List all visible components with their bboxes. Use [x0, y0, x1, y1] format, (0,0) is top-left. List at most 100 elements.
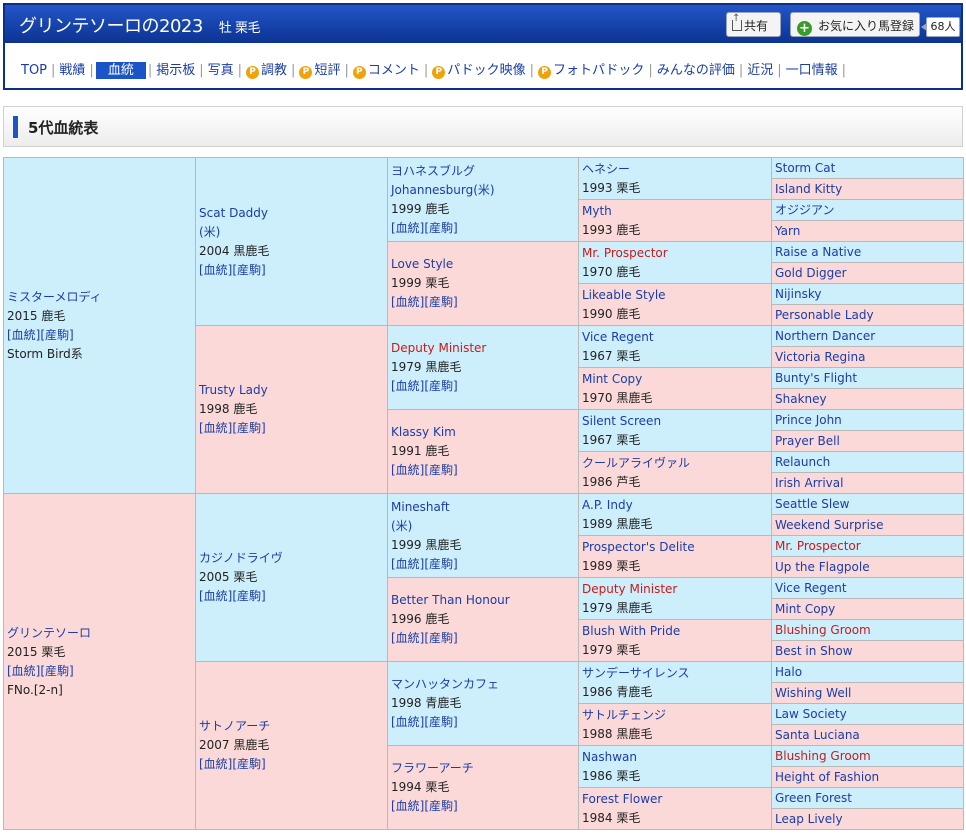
horse-name-link[interactable]: Best in Show	[775, 644, 853, 658]
horse-name-link[interactable]: Better Than Honour	[391, 593, 510, 607]
favorite-button[interactable]: + お気に入り馬登録	[790, 12, 920, 37]
horse-name-link[interactable]: Law Society	[775, 707, 847, 721]
horse-name-link[interactable]: A.P. Indy	[582, 497, 633, 512]
horse-name-link[interactable]: ミスターメロディ	[7, 289, 102, 304]
horse-name-link[interactable]: フラワーアーチ	[391, 761, 474, 775]
tab-comment[interactable]: P コメント	[349, 63, 424, 79]
pedigree-links[interactable]: [血統][産駒]	[7, 663, 74, 678]
horse-info: 1970 鹿毛	[582, 264, 641, 279]
horse-name-link[interactable]: Mr. Prospector	[582, 245, 668, 260]
horse-name-link[interactable]: Scat Daddy	[199, 205, 269, 220]
horse-name-link[interactable]: Irish Arrival	[775, 476, 844, 490]
horse-name-link[interactable]: Nashwan	[582, 749, 637, 764]
horse-name-link[interactable]: ヘネシー	[582, 161, 631, 176]
horse-name-link[interactable]: グリンテソーロ	[7, 625, 92, 640]
horse-name-link[interactable]: サンデーサイレンス	[582, 665, 690, 680]
horse-name-link[interactable]: カジノドライヴ	[199, 551, 283, 565]
horse-name-link[interactable]: Halo	[775, 665, 803, 679]
horse-origin[interactable]: Johannesburg(米)	[391, 182, 495, 197]
horse-name-link[interactable]: Myth	[582, 203, 612, 218]
horse-name-link[interactable]: Deputy Minister	[582, 581, 678, 596]
pedigree-cell-gen5: Blushing Groom	[771, 745, 964, 767]
pedigree-links[interactable]: [血統][産駒]	[391, 220, 458, 235]
tab-ratings[interactable]: みんなの評価	[656, 63, 735, 78]
horse-name-link[interactable]: Shakney	[775, 392, 827, 406]
horse-name-link[interactable]: Blushing Groom	[775, 623, 871, 637]
pedigree-links[interactable]: [血統][産駒]	[199, 421, 266, 435]
tab-training[interactable]: P 調教	[242, 63, 291, 79]
tab-photo-paddock[interactable]: P フォトパドック	[534, 63, 648, 79]
horse-name-link[interactable]: Wishing Well	[775, 686, 852, 700]
horse-info: 1979 栗毛	[582, 642, 641, 657]
pedigree-links[interactable]: [血統][産駒]	[391, 631, 458, 645]
pedigree-links[interactable]: [血統][産駒]	[199, 589, 266, 603]
horse-name-link[interactable]: Santa Luciana	[775, 728, 860, 742]
horse-name-link[interactable]: Height of Fashion	[775, 770, 880, 784]
pedigree-links[interactable]: [血統][産駒]	[391, 556, 458, 571]
tab-share-info[interactable]: 一口情報	[785, 63, 838, 78]
horse-name-link[interactable]: Yarn	[775, 224, 801, 238]
horse-origin[interactable]: (米)	[199, 224, 221, 239]
horse-name-link[interactable]: Likeable Style	[582, 287, 666, 302]
share-button[interactable]: 共有	[726, 12, 781, 37]
horse-name-link[interactable]: Northern Dancer	[775, 329, 876, 343]
horse-name-link[interactable]: Nijinsky	[775, 287, 822, 301]
horse-name-link[interactable]: マンハッタンカフェ	[391, 677, 500, 691]
horse-name-link[interactable]: Raise a Native	[775, 245, 862, 259]
horse-name-link[interactable]: Island Kitty	[775, 182, 843, 196]
horse-origin[interactable]: (米)	[391, 518, 413, 533]
horse-name-link[interactable]: Prayer Bell	[775, 434, 840, 448]
horse-name-link[interactable]: オジジアン	[775, 203, 835, 217]
horse-name-link[interactable]: Vice Regent	[775, 581, 847, 595]
pedigree-links[interactable]: [血統][産駒]	[199, 262, 266, 277]
horse-name-link[interactable]: Silent Screen	[582, 413, 662, 428]
pedigree-links[interactable]: [血統][産駒]	[391, 799, 458, 813]
horse-name-link[interactable]: Relaunch	[775, 455, 831, 469]
horse-name-link[interactable]: サトノアーチ	[199, 719, 271, 733]
horse-name-link[interactable]: Blushing Groom	[775, 749, 871, 763]
horse-name-link[interactable]: Mint Copy	[582, 371, 643, 386]
horse-name-link[interactable]: Blush With Pride	[582, 623, 681, 638]
horse-name-link[interactable]: サトルチェンジ	[582, 707, 667, 722]
pedigree-links[interactable]: [血統][産駒]	[391, 463, 458, 477]
horse-name-link[interactable]: Personable Lady	[775, 308, 874, 322]
pedigree-links[interactable]: [血統][産駒]	[391, 715, 458, 729]
pedigree-cell-gen5: Mr. Prospector	[771, 535, 964, 557]
horse-name-link[interactable]: Love Style	[391, 257, 454, 271]
horse-name-link[interactable]: Victoria Regina	[775, 350, 866, 364]
horse-name-link[interactable]: Mineshaft	[391, 499, 450, 514]
horse-name-link[interactable]: Deputy Minister	[391, 341, 487, 355]
tab-board[interactable]: 掲示板	[156, 63, 196, 78]
pedigree-links[interactable]: [血統][産駒]	[7, 327, 74, 342]
horse-name-link[interactable]: Leap Lively	[775, 812, 843, 826]
horse-name-link[interactable]: Up the Flagpole	[775, 560, 870, 574]
horse-name-link[interactable]: Prospector's Delite	[582, 539, 695, 554]
tab-recent[interactable]: 近況	[747, 63, 774, 78]
section-header: 5代血統表	[3, 106, 963, 147]
pedigree-links[interactable]: [血統][産駒]	[391, 379, 458, 393]
horse-name-link[interactable]: クールアライヴァル	[582, 455, 691, 470]
tab-photos[interactable]: 写真	[207, 63, 234, 78]
tab-paddock-video[interactable]: P パドック映像	[428, 63, 529, 79]
horse-name-link[interactable]: Mr. Prospector	[775, 539, 861, 553]
tab-top[interactable]: TOP	[21, 63, 48, 78]
pedigree-cell-gen3: ヨハネスブルグ Johannesburg(米) 1999 鹿毛 [血統][産駒]	[387, 157, 579, 242]
horse-name-link[interactable]: Forest Flower	[582, 791, 663, 806]
horse-name-link[interactable]: Vice Regent	[582, 329, 654, 344]
horse-name-link[interactable]: Trusty Lady	[199, 383, 268, 397]
horse-name-link[interactable]: Mint Copy	[775, 602, 836, 616]
horse-name-link[interactable]: Klassy Kim	[391, 425, 456, 439]
tab-pedigree[interactable]: 血統	[95, 62, 146, 79]
horse-name-link[interactable]: Weekend Surprise	[775, 518, 884, 532]
horse-name-link[interactable]: ヨハネスブルグ	[391, 163, 476, 178]
horse-name-link[interactable]: Green Forest	[775, 791, 852, 805]
horse-name-link[interactable]: Gold Digger	[775, 266, 847, 280]
horse-name-link[interactable]: Storm Cat	[775, 161, 836, 175]
tab-record[interactable]: 戦績	[59, 63, 86, 78]
horse-name-link[interactable]: Bunty's Flight	[775, 371, 858, 385]
horse-name-link[interactable]: Prince John	[775, 413, 842, 427]
pedigree-links[interactable]: [血統][産駒]	[199, 757, 266, 771]
horse-name-link[interactable]: Seattle Slew	[775, 497, 850, 511]
tab-short-review[interactable]: P 短評	[295, 63, 344, 79]
pedigree-links[interactable]: [血統][産駒]	[391, 295, 458, 309]
